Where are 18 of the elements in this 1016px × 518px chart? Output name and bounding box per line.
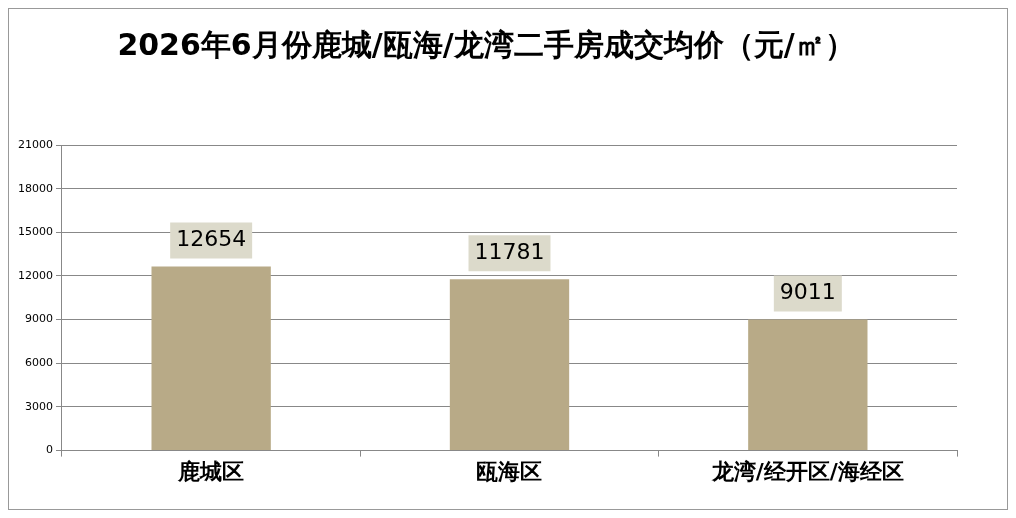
data-label: 11781 <box>474 238 545 264</box>
chart-title: 2026年6月份鹿城/瓯海/龙湾二手房成交均价（元/㎡） <box>117 26 855 62</box>
data-label: 9011 <box>779 279 836 305</box>
y-tick-label: 0 <box>45 443 53 457</box>
y-tick-label: 18000 <box>17 181 53 195</box>
y-tick-label: 3000 <box>24 399 53 413</box>
y-tick-label: 15000 <box>17 225 53 239</box>
bar <box>748 319 868 451</box>
y-tick-label: 9000 <box>24 312 53 326</box>
x-tick-label: 鹿城区 <box>177 458 245 484</box>
bar <box>151 266 271 451</box>
bar <box>449 279 570 451</box>
x-tick-label: 龙湾/经开区/海经区 <box>710 458 904 484</box>
data-label: 12654 <box>176 226 247 252</box>
y-tick-label: 6000 <box>24 356 53 370</box>
x-tick-label: 瓯海区 <box>476 458 543 484</box>
y-tick-label: 12000 <box>17 268 53 282</box>
y-tick-label: 21000 <box>17 137 53 151</box>
